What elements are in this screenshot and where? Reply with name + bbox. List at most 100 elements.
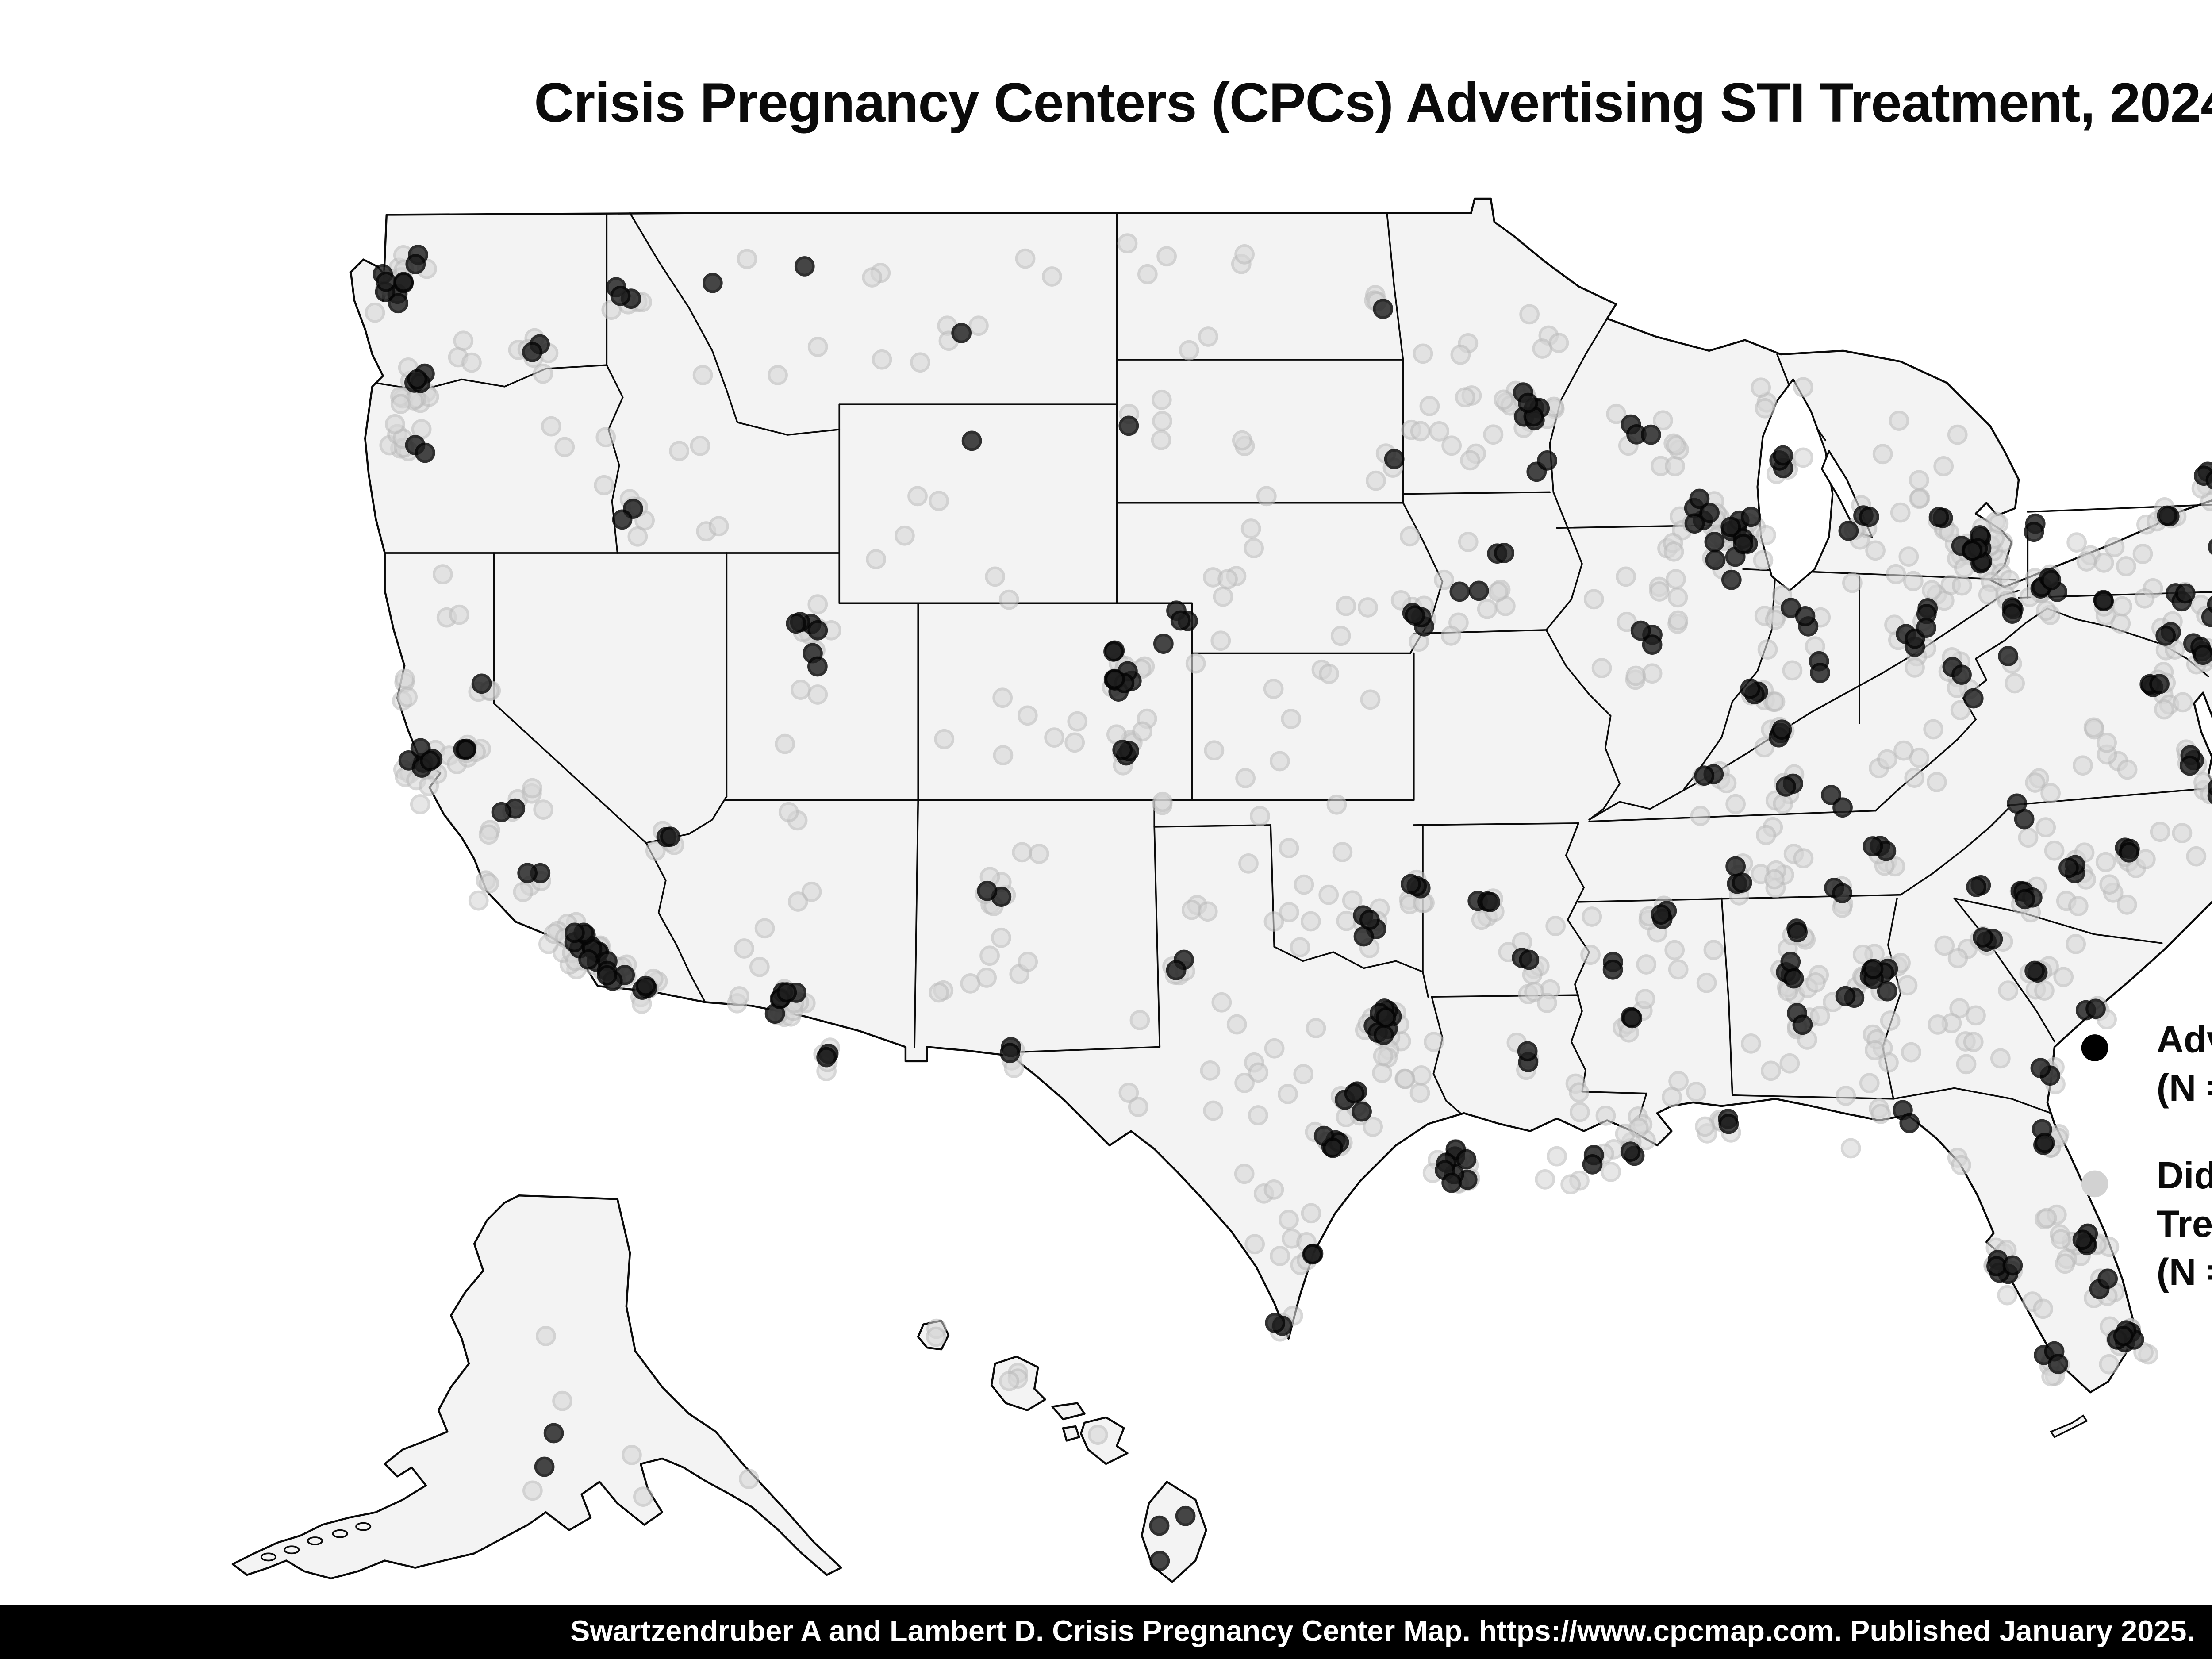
cpc-dot-not-advertised — [533, 799, 554, 820]
cpc-dot-advertised — [1863, 959, 1884, 979]
cpc-dot-not-advertised — [1156, 246, 1177, 267]
cpc-dot-not-advertised — [1290, 937, 1310, 958]
cpc-dot-not-advertised — [1569, 1082, 1590, 1103]
cpc-dot-advertised — [2085, 998, 2106, 1019]
state-border — [1581, 1091, 1647, 1094]
state-border — [1431, 996, 1461, 1114]
cpc-dot-not-advertised — [1764, 869, 1785, 890]
cpc-dot-not-advertised — [729, 986, 749, 1006]
cpc-dot-advertised — [1725, 856, 1746, 877]
cpc-dot-not-advertised — [910, 352, 930, 373]
cpc-dot-not-advertised — [1532, 338, 1553, 359]
cpc-dot-not-advertised — [1217, 569, 1238, 589]
cpc-dot-not-advertised — [1852, 944, 1873, 965]
cpc-dot-advertised — [2208, 779, 2212, 796]
cpc-dot-not-advertised — [1625, 665, 1646, 686]
cpc-dot-not-advertised — [801, 881, 822, 902]
cpc-dot-advertised — [1771, 719, 1792, 740]
cpc-dot-not-advertised — [775, 733, 795, 754]
cpc-dot-not-advertised — [1012, 842, 1033, 863]
cpc-dot-not-advertised — [535, 1325, 556, 1346]
cpc-dot-not-advertised — [522, 1480, 543, 1501]
cpc-dot-advertised — [1721, 569, 1742, 590]
state-border — [1953, 897, 2163, 944]
cpc-dot-not-advertised — [1395, 1069, 1416, 1089]
cpc-dot-advertised — [1175, 1505, 1196, 1526]
cpc-dot-advertised — [1537, 450, 1558, 471]
cpc-dot-not-advertised — [1893, 740, 1914, 761]
cpc-dot-not-advertised — [1922, 580, 1942, 600]
advertised-dot-icon — [2081, 1034, 2108, 1061]
cpc-dot-advertised — [1780, 952, 1801, 972]
cpc-dot-advertised — [999, 1043, 1020, 1064]
state-border — [1545, 629, 1621, 821]
cpc-dot-not-advertised — [1859, 1073, 1880, 1094]
cpc-dot-advertised — [2048, 1354, 2068, 1374]
cpc-dot-not-advertised — [1441, 435, 1462, 456]
cpc-dot-not-advertised — [1954, 557, 1974, 578]
cpc-dot-not-advertised — [960, 973, 981, 994]
cpc-dot-advertised — [405, 254, 426, 274]
cpc-dot-not-advertised — [2005, 673, 2025, 694]
cpc-dot-not-advertised — [478, 824, 499, 845]
cpc-dot-not-advertised — [866, 549, 887, 570]
cpc-dot-advertised — [2113, 1325, 2134, 1346]
cpc-dot-not-advertised — [1642, 663, 1663, 684]
cpc-dot-not-advertised — [1756, 525, 1776, 545]
cpc-dot-not-advertised — [1990, 1048, 2011, 1069]
cpc-dot-not-advertised — [807, 337, 828, 357]
cpc-dot-not-advertised — [1179, 340, 1199, 361]
cpc-dot-advertised — [635, 975, 656, 996]
cpc-dot-not-advertised — [1132, 721, 1152, 742]
cpc-dot-not-advertised — [1357, 597, 1378, 618]
cpc-dot-advertised — [1973, 927, 1993, 948]
cpc-dot-not-advertised — [807, 684, 828, 705]
cpc-dot-advertised — [2030, 1058, 2051, 1079]
cpc-dot-advertised — [1375, 1007, 1396, 1028]
cpc-dot-not-advertised — [1213, 586, 1233, 607]
cpc-dot-advertised — [407, 369, 427, 390]
cpc-dot-not-advertised — [1017, 705, 1038, 726]
cpc-dot-not-advertised — [1450, 344, 1471, 365]
cpc-dot-not-advertised — [1947, 948, 1968, 968]
cpc-dot-advertised — [1810, 663, 1830, 683]
cpc-dot-not-advertised — [533, 363, 553, 384]
cpc-dot-advertised — [1783, 968, 1804, 989]
state-border — [1565, 822, 1590, 1093]
legend-advertised-label: Advertised STI Treatment — [2156, 1020, 2212, 1061]
cpc-dot-advertised — [2205, 471, 2212, 490]
cpc-dot-not-advertised — [1300, 911, 1321, 932]
cpc-dot-not-advertised — [595, 427, 616, 448]
cpc-dot-advertised — [578, 949, 599, 970]
cpc-dot-not-advertised — [2150, 822, 2170, 842]
cpc-dot-not-advertised — [552, 1390, 572, 1411]
cpc-dot-not-advertised — [1234, 1072, 1255, 1093]
cpc-dot-not-advertised — [1301, 1203, 1321, 1224]
legend-item-not-advertised: Did Not Advertise STI Treatment (N = 2,1… — [2081, 1152, 2212, 1298]
cpc-dot-advertised — [2157, 505, 2177, 526]
cpc-dot-not-advertised — [2051, 1229, 2071, 1250]
cpc-dot-not-advertised — [1269, 751, 1290, 772]
cpc-dot-not-advertised — [627, 526, 648, 547]
cpc-dot-advertised — [1821, 785, 1842, 805]
cpc-dot-advertised — [1166, 960, 1187, 980]
cpc-dot-not-advertised — [2036, 600, 2056, 621]
cpc-dot-not-advertised — [2073, 755, 2093, 776]
cpc-dot-not-advertised — [395, 668, 415, 689]
cpc-dot-advertised — [420, 750, 440, 771]
cpc-dot-not-advertised — [1424, 1032, 1444, 1052]
cpc-dot-advertised — [1441, 1172, 1462, 1193]
page-title: Crisis Pregnancy Centers (CPCs) Advertis… — [534, 71, 2212, 134]
state-border — [1153, 826, 1161, 1048]
cpc-dot-advertised — [1863, 836, 1883, 856]
cpc-dot-advertised — [2072, 1229, 2093, 1250]
state-border — [2027, 503, 2212, 513]
cpc-dot-not-advertised — [1029, 844, 1049, 864]
cpc-dot-not-advertised — [1137, 264, 1158, 284]
cpc-dot-not-advertised — [1458, 532, 1479, 552]
cpc-dot-advertised — [1620, 1141, 1641, 1162]
cpc-dot-not-advertised — [1903, 571, 1924, 591]
cpc-dot-advertised — [702, 273, 723, 293]
cpc-dot-advertised — [1720, 517, 1741, 537]
